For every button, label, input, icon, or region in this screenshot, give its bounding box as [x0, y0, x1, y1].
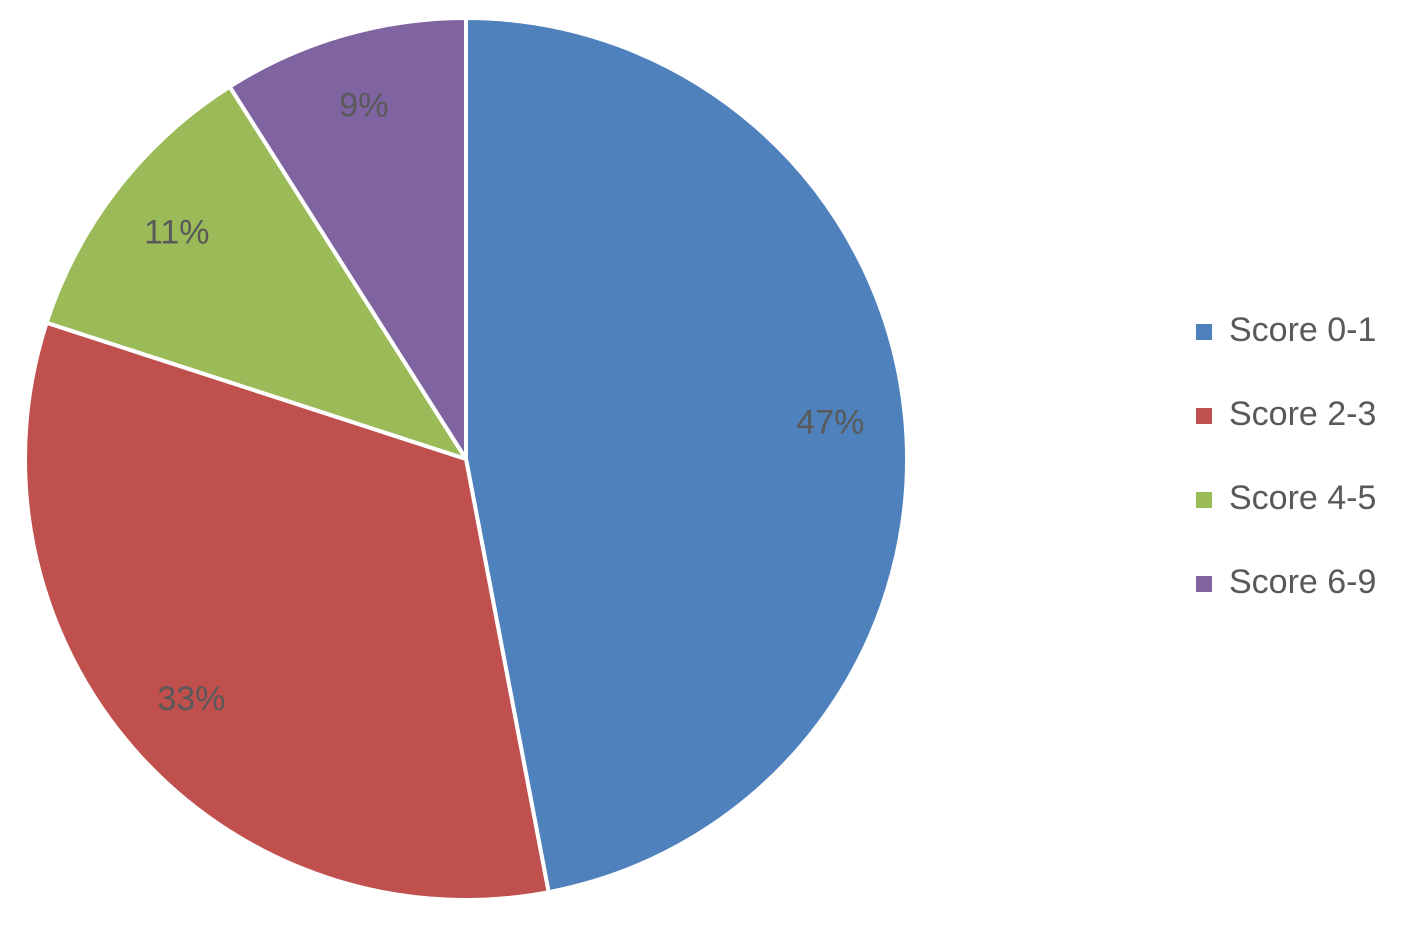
- legend-label: Score 6-9: [1229, 563, 1376, 601]
- data-label: 47%: [796, 404, 864, 442]
- pie-slice: [23, 320, 551, 902]
- data-label: 9%: [339, 86, 388, 124]
- pie-slice: [227, 16, 468, 461]
- data-label: 33%: [157, 680, 225, 718]
- legend-swatch: [1196, 408, 1212, 424]
- pie-slice: [464, 16, 909, 895]
- legend-swatch: [1196, 492, 1212, 508]
- legend-label: Score 4-5: [1229, 479, 1376, 517]
- pie-slice: [44, 84, 468, 461]
- data-label: 11%: [144, 214, 210, 252]
- legend-label: Score 0-1: [1229, 311, 1376, 349]
- legend-label: Score 2-3: [1229, 395, 1376, 433]
- legend-swatch: [1196, 324, 1212, 340]
- legend-swatch: [1196, 576, 1212, 592]
